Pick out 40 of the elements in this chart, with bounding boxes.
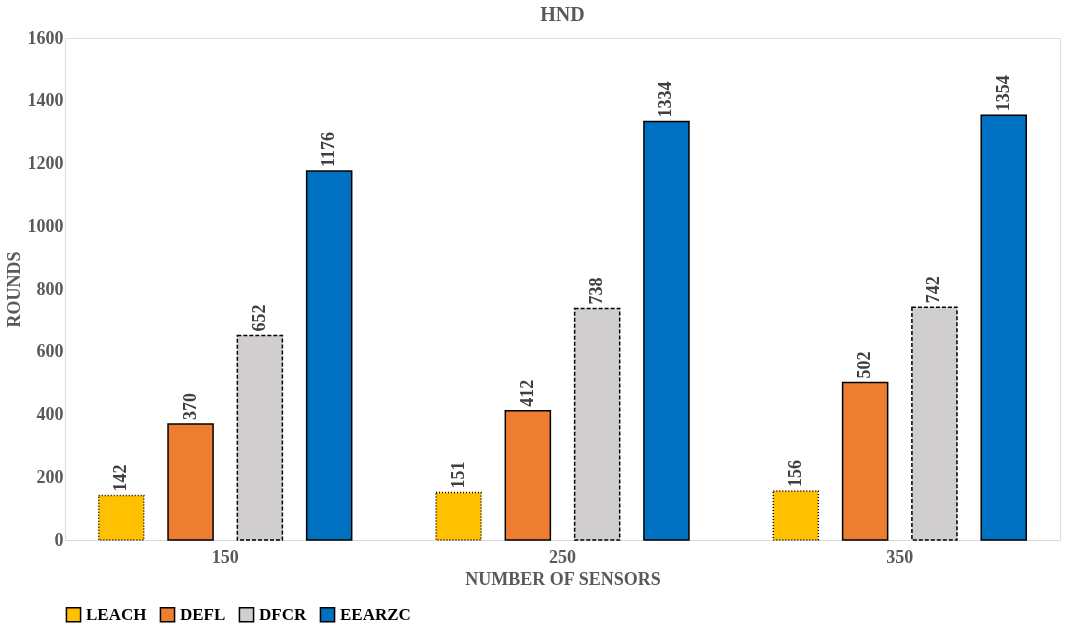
y-tick-label: 1400	[27, 90, 64, 111]
bar	[772, 490, 820, 541]
bar	[305, 170, 353, 541]
x-axis-title: NUMBER OF SENSORS	[465, 568, 661, 589]
bar	[97, 494, 145, 541]
legend-label: EEARZC	[340, 604, 411, 624]
y-tick-label: 600	[36, 341, 64, 362]
data-label: 652	[248, 304, 269, 332]
data-label: 142	[110, 464, 131, 492]
chart-title: HND	[540, 3, 585, 25]
data-label: 742	[923, 276, 944, 304]
data-label: 370	[179, 392, 200, 420]
y-tick-label: 400	[36, 404, 64, 424]
data-label: 1354	[992, 75, 1013, 112]
bar	[980, 114, 1028, 541]
data-label: 151	[447, 461, 468, 489]
y-axis-title: ROUNDS	[3, 251, 24, 328]
data-label: 502	[854, 351, 875, 379]
x-tick-label: 350	[886, 546, 914, 567]
legend-label: DFCR	[259, 604, 307, 624]
y-tick-label: 800	[36, 278, 64, 299]
bar	[643, 120, 690, 541]
y-tick-label: 200	[36, 466, 64, 487]
y-tick-label: 0	[54, 529, 64, 550]
data-label: 1176	[318, 132, 339, 168]
data-label: 412	[516, 379, 537, 407]
bar	[504, 409, 552, 541]
bar	[841, 381, 889, 541]
legend-label: LEACH	[86, 604, 147, 624]
y-tick-label: 1000	[27, 215, 64, 236]
x-tick-label: 150	[211, 546, 239, 567]
data-label: 156	[784, 460, 805, 488]
y-tick-label: 1600	[27, 27, 64, 48]
bar	[435, 491, 482, 541]
legend-label: DEFL	[180, 604, 226, 624]
data-label: 738	[586, 277, 607, 305]
data-label: 1334	[655, 81, 676, 118]
bar	[167, 423, 214, 541]
x-tick-label: 250	[549, 546, 576, 567]
y-tick-label: 1200	[27, 153, 64, 173]
